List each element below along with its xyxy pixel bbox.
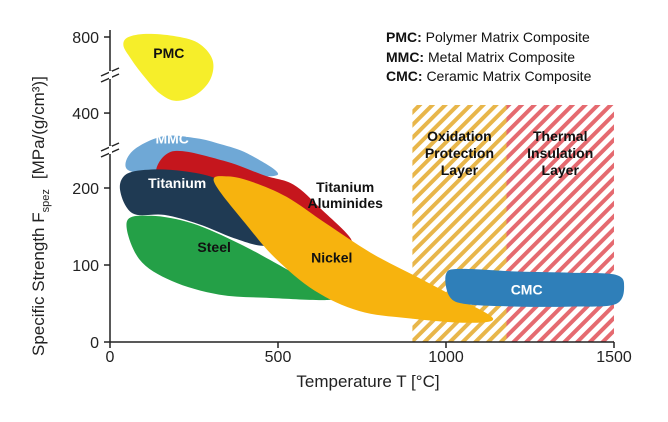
region-label-line: MMC (155, 130, 188, 146)
region-pmc (123, 33, 214, 101)
legend-item-mmc: MMC: Metal Matrix Composite (386, 48, 576, 65)
axis-break-upper (100, 67, 120, 83)
x-tick-label: 0 (106, 349, 115, 366)
region-label-line: PMC (153, 45, 184, 61)
zone-label-oxidation-protection-layer: Oxidation Protection Layer (425, 128, 494, 178)
legend-item-cmc: CMC: Ceramic Matrix Composite (386, 68, 592, 84)
y-tick-label: 100 (72, 258, 99, 275)
region-label-cmc: CMC (511, 281, 543, 297)
region-label-line: Titanium (316, 179, 374, 195)
zone-label-line: Insulation (527, 145, 593, 161)
region-label-titanium: Titanium (148, 175, 206, 191)
region-nickel (213, 176, 494, 323)
y-tick-label: 800 (72, 30, 99, 47)
region-titanium (119, 169, 279, 246)
y-tick-label: 400 (72, 106, 99, 123)
y-axis-title: Specific Strength Fspez [MPa/(g/cm³)] (29, 76, 52, 356)
zone-label-line: Protection (425, 145, 494, 161)
region-label-line: Nickel (311, 250, 352, 266)
legend: PMC: Polymer Matrix Composite MMC: Metal… (386, 28, 591, 87)
region-label-steel: Steel (197, 239, 230, 255)
ticks-layer: 0 500 1000 1500 0 100 200 400 800 (72, 30, 632, 366)
region-label-nickel: Nickel (311, 250, 352, 266)
x-tick-label: 500 (265, 349, 292, 366)
y-tick-label: 200 (72, 181, 99, 198)
region-label-line: Aluminides (307, 195, 383, 211)
x-tick-label: 1000 (428, 349, 464, 366)
zone-label-line: Thermal (533, 128, 587, 144)
region-label-line: Steel (197, 239, 230, 255)
zone-label-thermal-insulation-layer: Thermal Insulation Layer (527, 128, 593, 178)
region-steel (126, 215, 336, 301)
region-label-line: Titanium (148, 175, 206, 191)
x-axis-title: Temperature T [°C] (296, 372, 439, 391)
region-cmc (445, 268, 625, 307)
x-tick-label: 1500 (596, 349, 632, 366)
region-label-titanium-aluminides: Titanium Aluminides (307, 179, 383, 211)
zone-label-line: Layer (441, 162, 479, 178)
region-label-mmc: MMC (155, 130, 188, 146)
region-label-pmc: PMC (153, 45, 184, 61)
y-axis-title-main: Specific Strength F (29, 212, 48, 356)
zone-label-line: Oxidation (427, 128, 492, 144)
zone-label-line: Layer (542, 162, 580, 178)
region-label-line: CMC (511, 281, 543, 297)
legend-item-pmc: PMC: Polymer Matrix Composite (386, 29, 590, 45)
axis-break-lower (100, 142, 120, 158)
y-axis-title-subscript: spez (40, 189, 52, 212)
y-axis-title-units: [MPa/(g/cm³)] (29, 76, 48, 179)
y-tick-label: 0 (90, 335, 99, 352)
